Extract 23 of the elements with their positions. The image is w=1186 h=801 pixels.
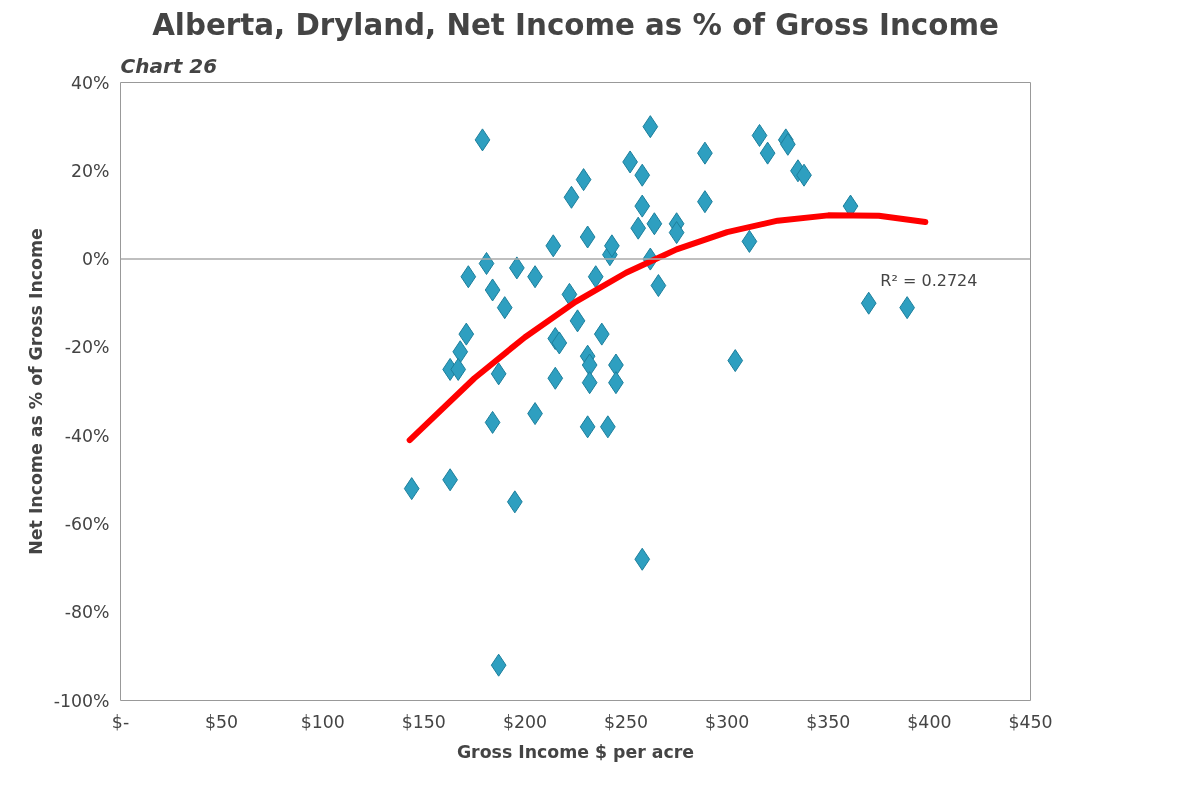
caption: Chart 26 xyxy=(120,53,218,78)
y-tick-label: 0% xyxy=(82,249,110,270)
x-tick-label: $200 xyxy=(502,711,547,732)
x-tick-label: $50 xyxy=(205,711,239,732)
y-tick-label: -100% xyxy=(53,690,110,711)
y-axis-title: Net Income as % of Gross Income xyxy=(25,228,46,555)
chart-title: Alberta, Dryland, Net Income as % of Gross Income xyxy=(152,7,999,42)
x-tick-label: $450 xyxy=(1008,711,1053,732)
y-tick-label: -60% xyxy=(64,513,110,534)
x-tick-label: $400 xyxy=(907,711,952,732)
x-tick-label: $- xyxy=(111,711,130,732)
y-tick-label: 20% xyxy=(70,160,110,181)
x-axis-title: Gross Income $ per acre xyxy=(456,741,695,762)
x-tick-label: $300 xyxy=(705,711,750,732)
x-tick-label: $250 xyxy=(604,711,649,732)
x-tick-label: $150 xyxy=(401,711,446,732)
y-tick-label: 40% xyxy=(70,72,110,93)
y-tick-label: -20% xyxy=(64,337,110,358)
x-tick-label: $100 xyxy=(300,711,345,732)
y-tick-label: -40% xyxy=(64,425,110,446)
y-tick-label: -80% xyxy=(64,602,110,623)
x-tick-label: $350 xyxy=(806,711,851,732)
annotation: R² = 0.2724 xyxy=(880,270,978,290)
